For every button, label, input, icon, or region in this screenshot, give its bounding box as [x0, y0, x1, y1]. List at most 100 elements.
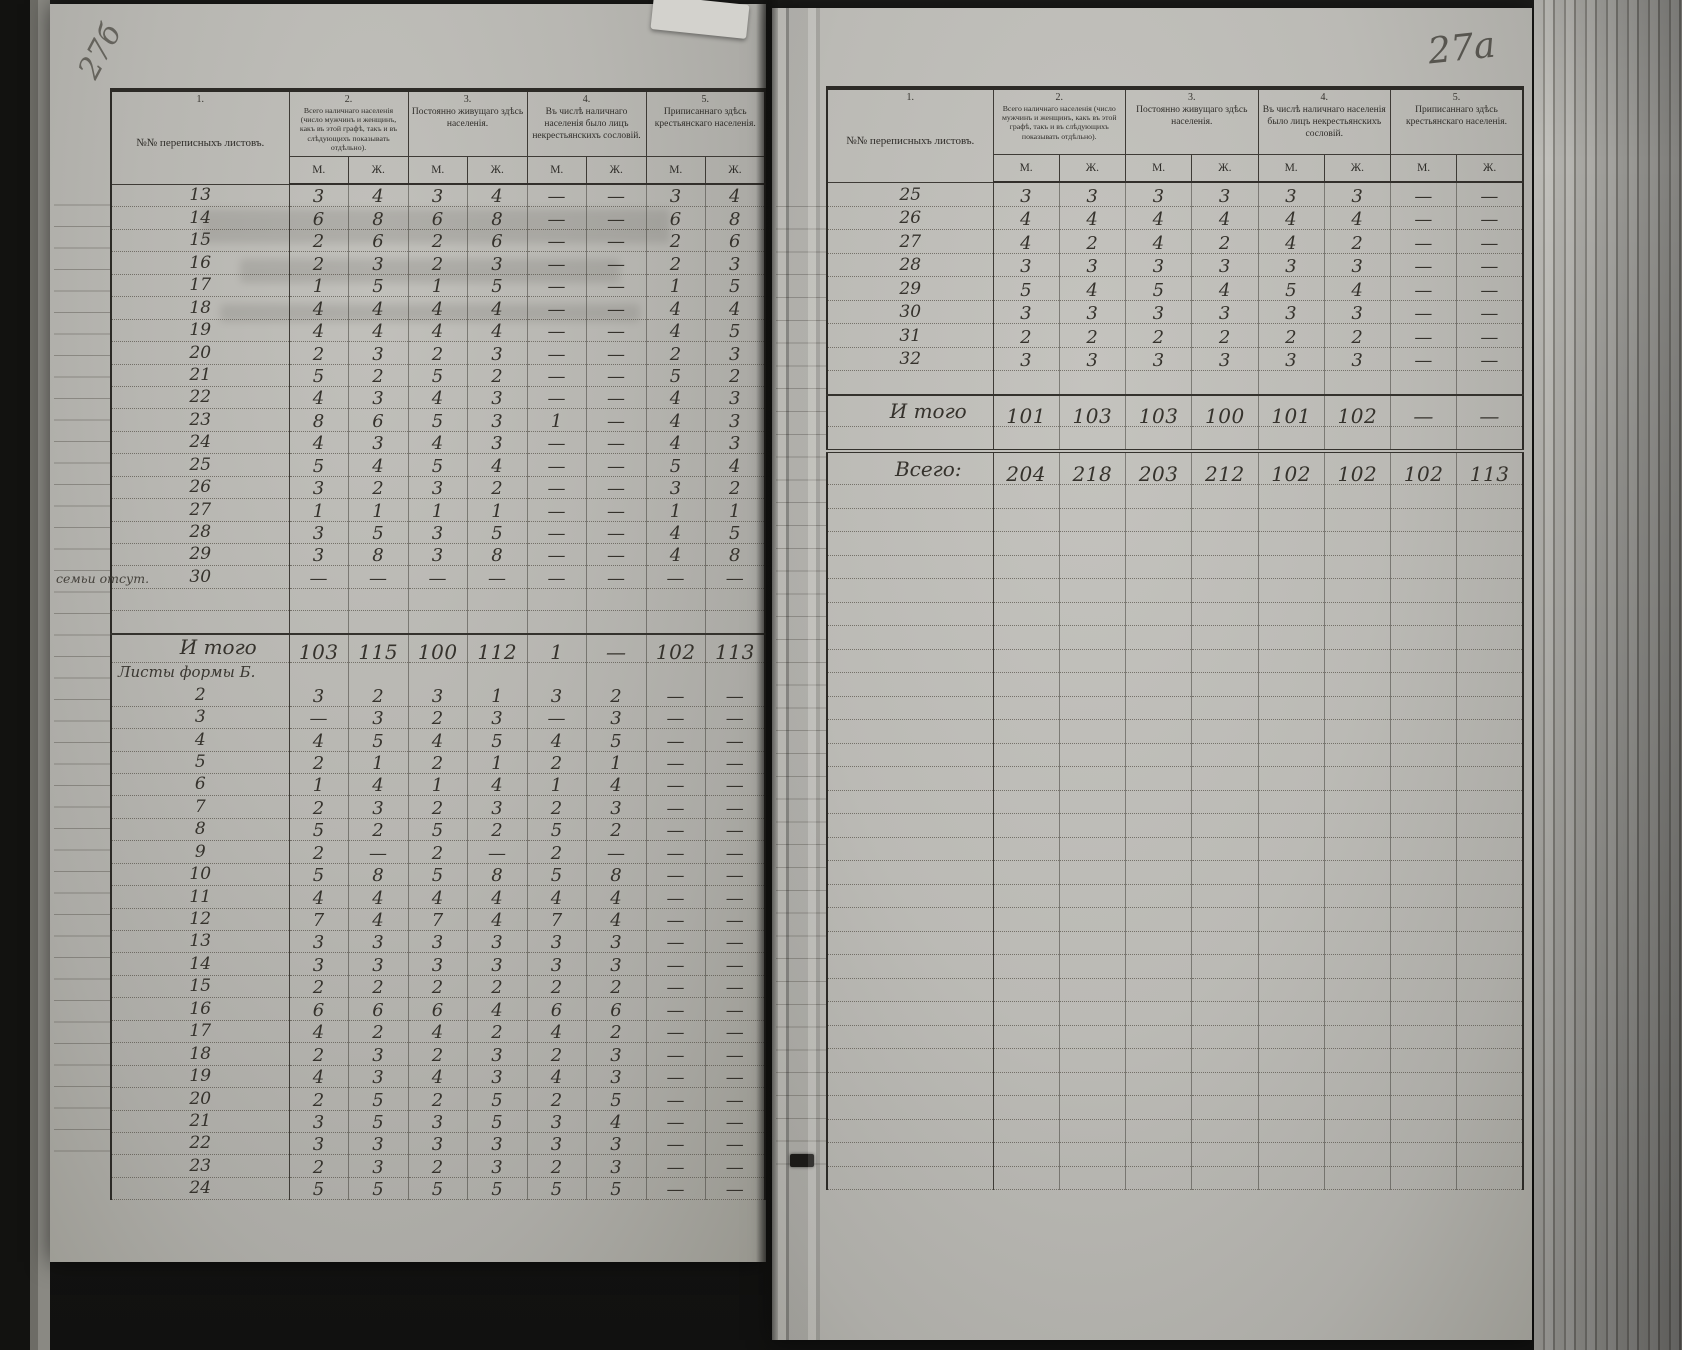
- cell: [1191, 578, 1258, 603]
- cell: [1389, 1095, 1457, 1120]
- cell: [1456, 1095, 1523, 1120]
- table-row: 21 5 2 5 2— —5 2: [110, 364, 765, 387]
- table-row: 10 5 8 5 8 5 8— —: [110, 863, 765, 887]
- cell: [1257, 766, 1325, 791]
- cell: [1191, 978, 1258, 1002]
- empty-row: [826, 790, 1523, 814]
- cell: 3: [467, 795, 527, 819]
- cell: 1: [586, 751, 646, 774]
- cell: [1456, 555, 1523, 579]
- cell: [1323, 1095, 1391, 1120]
- cell: 4: [1257, 206, 1325, 230]
- cell: [1058, 1142, 1126, 1167]
- cell: 3: [467, 341, 527, 365]
- cell: [1191, 508, 1258, 532]
- cell: 4: [645, 521, 706, 545]
- cell: 2: [705, 476, 765, 500]
- cell: 2: [467, 1020, 527, 1044]
- cell: [1191, 954, 1258, 979]
- cell: [992, 426, 1060, 452]
- cell: —: [645, 751, 706, 774]
- cell: 3: [1323, 182, 1391, 207]
- empty-row: [826, 931, 1523, 955]
- cell: 4: [348, 908, 408, 932]
- cell: 3: [586, 1065, 646, 1089]
- cell: [1389, 931, 1457, 955]
- cell: [1191, 696, 1258, 720]
- cell: —: [1456, 229, 1523, 254]
- table-row: 29 5 4 5 4 5 4— —: [826, 276, 1523, 301]
- cell: [1257, 426, 1325, 452]
- table-row: 32 3 3 3 3 3 3— —: [826, 347, 1523, 371]
- page-edges-stack: [1534, 0, 1682, 1350]
- cell: 4: [1124, 206, 1192, 230]
- cell: 4: [1323, 276, 1391, 301]
- cell: [1124, 602, 1192, 626]
- cell: 3: [348, 952, 408, 976]
- cell: 8: [467, 543, 527, 567]
- cell: [826, 884, 994, 908]
- cell: —: [526, 543, 587, 567]
- cell: 12: [110, 908, 290, 932]
- cell: 3: [407, 476, 468, 500]
- ledger-page-left: 1. №№ переписныхъ листовъ. 2. Всего налична…: [50, 4, 766, 1262]
- cell: [1456, 426, 1523, 452]
- cell: 4: [1323, 206, 1391, 230]
- column-header-group: 2. Всего наличнаго населенія (число мужчи…: [992, 87, 1126, 155]
- census-table-right: 1. №№ переписныхъ листовъ. 2. Всего налична…: [826, 86, 1524, 1190]
- cell: 8: [348, 863, 408, 887]
- cell: [1124, 484, 1192, 509]
- cell: —: [705, 684, 765, 707]
- cell: 1: [348, 751, 408, 774]
- cell: [645, 610, 706, 635]
- table-row: 18 4 4 4 4— —4 4: [110, 296, 765, 320]
- cell: [1124, 578, 1192, 603]
- cell: —: [526, 184, 587, 208]
- cell: [526, 610, 587, 635]
- cell: [1058, 766, 1126, 791]
- cell: 5: [645, 453, 706, 477]
- column-header-group: 4. Въ числѣ наличнаго населенія было лицъ…: [1257, 87, 1391, 155]
- cell: [1058, 649, 1126, 673]
- cell: 103: [1124, 393, 1192, 427]
- cell: [1058, 672, 1126, 697]
- cell: [1456, 1025, 1523, 1049]
- cell: 4: [992, 206, 1060, 230]
- cell: —: [586, 274, 646, 298]
- cell: 3: [705, 431, 765, 455]
- cell: 2: [1257, 323, 1325, 348]
- cell: [1058, 696, 1126, 720]
- cell: [1124, 555, 1192, 579]
- column-header-male: М.: [645, 156, 706, 185]
- cell: —: [645, 565, 706, 589]
- cell: 1: [526, 408, 587, 432]
- cell: [1456, 1072, 1523, 1096]
- table-row: 17 1 5 1 5— —1 5: [110, 274, 765, 298]
- cell: 3: [645, 476, 706, 500]
- cell: [1456, 1119, 1523, 1143]
- table-row: 11 4 4 4 4 4 4— —: [110, 885, 765, 909]
- cell: 3: [288, 521, 349, 545]
- cell: [1124, 790, 1192, 814]
- cell: [1124, 625, 1192, 650]
- cell: —: [526, 251, 587, 275]
- cell: [1323, 696, 1391, 720]
- cell: 2: [586, 684, 646, 707]
- cell: —: [1456, 323, 1523, 348]
- cell: 3: [407, 1110, 468, 1133]
- cell: 3: [467, 930, 527, 954]
- cell: 27: [110, 498, 290, 522]
- cell: 7: [526, 908, 587, 932]
- cell: —: [645, 1087, 706, 1111]
- cell: [1456, 578, 1523, 603]
- cell: [1257, 860, 1325, 885]
- cell: —: [705, 952, 765, 976]
- cell: Всего:: [826, 449, 994, 485]
- cell: 5: [407, 863, 468, 887]
- cell: —: [586, 364, 646, 387]
- cell: [1323, 625, 1391, 650]
- cell: —: [586, 565, 646, 589]
- cell: 5: [407, 408, 468, 432]
- cell: —: [645, 1110, 706, 1133]
- cell: —: [705, 930, 765, 954]
